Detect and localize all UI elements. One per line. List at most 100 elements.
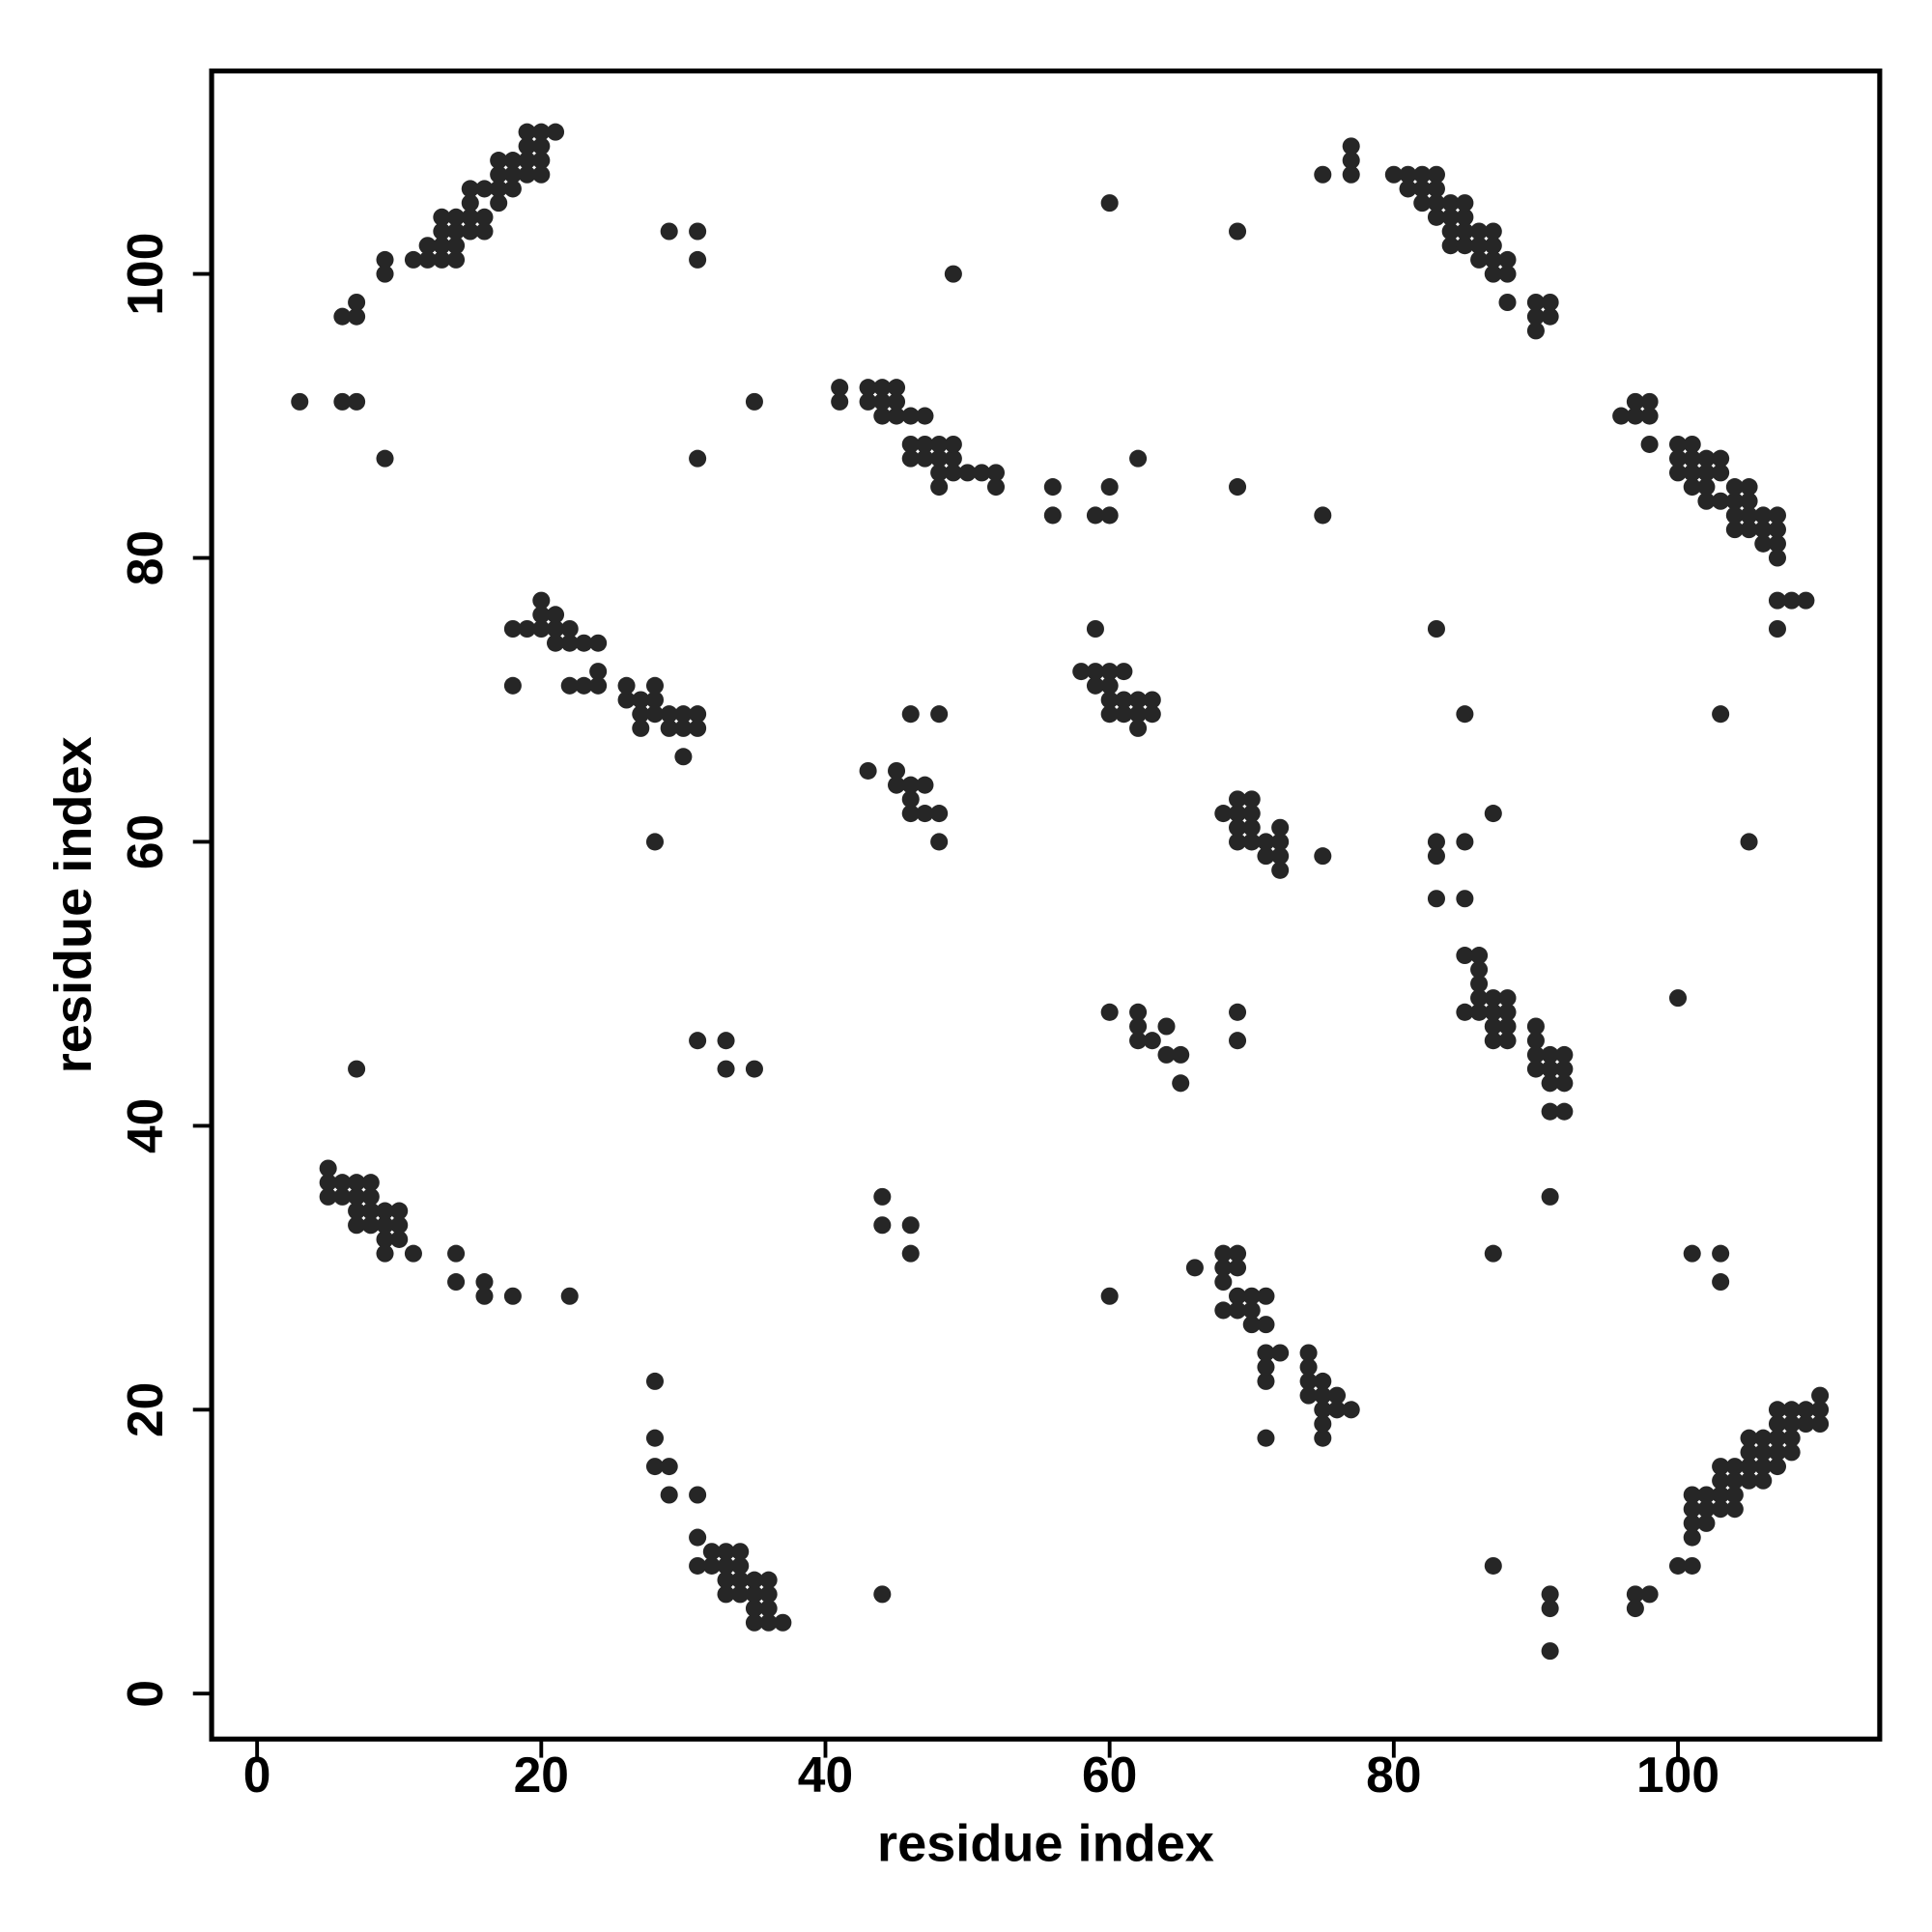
point xyxy=(1100,478,1119,497)
point xyxy=(1725,1500,1744,1519)
point xyxy=(973,464,991,482)
point xyxy=(873,407,892,425)
point xyxy=(901,790,920,809)
point xyxy=(1100,705,1119,724)
point xyxy=(532,152,551,170)
point xyxy=(1214,1301,1233,1320)
point xyxy=(1754,1429,1773,1447)
point xyxy=(1668,1556,1688,1575)
point xyxy=(660,222,678,241)
point xyxy=(1725,1458,1744,1476)
point xyxy=(1314,1386,1332,1405)
point xyxy=(1314,847,1332,866)
point xyxy=(901,407,920,425)
point xyxy=(532,123,551,141)
point xyxy=(1668,435,1688,453)
point xyxy=(333,1174,352,1192)
point xyxy=(1740,1471,1758,1490)
point xyxy=(901,705,920,724)
point xyxy=(1427,833,1445,851)
y-tick-label: 100 xyxy=(117,233,173,316)
point xyxy=(1740,506,1758,525)
point xyxy=(689,250,707,269)
point xyxy=(1768,1429,1786,1447)
point xyxy=(1229,1259,1247,1277)
point xyxy=(1484,250,1502,269)
point xyxy=(376,1216,394,1235)
point xyxy=(745,1600,763,1618)
point xyxy=(560,676,579,695)
point xyxy=(1484,222,1502,241)
point xyxy=(1086,663,1104,681)
x-tick-label: 100 xyxy=(1636,1747,1719,1803)
point xyxy=(1668,989,1688,1008)
point xyxy=(717,1032,735,1050)
point xyxy=(1668,464,1688,482)
point xyxy=(1100,1003,1119,1021)
point xyxy=(1740,521,1758,539)
point xyxy=(717,1556,735,1575)
point xyxy=(986,464,1006,482)
point xyxy=(689,705,707,724)
point xyxy=(348,1202,366,1220)
point xyxy=(1754,521,1773,539)
point xyxy=(532,606,551,624)
point xyxy=(645,1458,665,1476)
point xyxy=(447,1273,466,1292)
point xyxy=(1526,1045,1545,1064)
point xyxy=(560,634,579,652)
point xyxy=(1470,947,1489,965)
point xyxy=(1640,435,1659,453)
x-axis-label: residue index xyxy=(877,1815,1214,1873)
point xyxy=(1498,1032,1517,1050)
point xyxy=(1257,1372,1275,1390)
point xyxy=(490,194,508,213)
point xyxy=(1257,1429,1275,1447)
point xyxy=(390,1216,409,1235)
point xyxy=(333,307,352,326)
point xyxy=(1427,619,1445,639)
point xyxy=(1740,1443,1758,1462)
point xyxy=(1229,222,1247,241)
point xyxy=(1697,449,1716,468)
point xyxy=(1441,222,1460,241)
point xyxy=(1086,506,1104,525)
point xyxy=(1100,663,1119,681)
point xyxy=(490,152,508,170)
point xyxy=(901,449,920,468)
point xyxy=(1526,307,1545,326)
point xyxy=(1399,180,1417,198)
point xyxy=(1229,1244,1247,1263)
point xyxy=(745,1613,763,1632)
point xyxy=(1314,165,1332,184)
point xyxy=(1712,449,1730,468)
point xyxy=(645,676,665,695)
point xyxy=(1129,719,1148,737)
point xyxy=(348,307,366,326)
point xyxy=(944,464,962,482)
point xyxy=(1214,1244,1233,1263)
point xyxy=(1683,464,1701,482)
point xyxy=(1413,194,1432,213)
point xyxy=(1754,1471,1773,1490)
point xyxy=(1086,619,1104,639)
point xyxy=(916,776,934,794)
point xyxy=(1683,449,1701,468)
point xyxy=(632,691,650,709)
point xyxy=(1754,534,1773,553)
point xyxy=(1697,1514,1716,1532)
point xyxy=(1484,1032,1502,1050)
point xyxy=(1697,478,1716,497)
point xyxy=(1498,293,1517,312)
point xyxy=(859,392,877,411)
point xyxy=(1342,165,1360,184)
point xyxy=(532,591,551,610)
point xyxy=(447,1244,466,1263)
point xyxy=(759,1613,778,1632)
point xyxy=(958,464,977,482)
point xyxy=(1555,1102,1574,1121)
point xyxy=(475,180,494,198)
point xyxy=(532,619,551,639)
point xyxy=(1427,208,1445,226)
